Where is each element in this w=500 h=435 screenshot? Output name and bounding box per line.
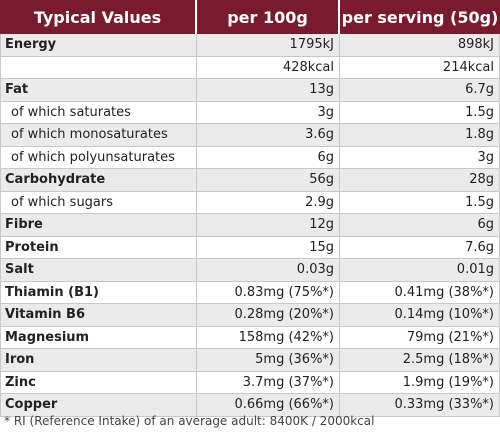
reference-intake-footnote: * RI (Reference Intake) of an average ad… <box>4 414 375 428</box>
table-header: Typical Values per 100g per serving (50g… <box>0 0 500 34</box>
row-per100: 15g <box>197 236 340 259</box>
row-serving: 1.5g <box>340 101 500 124</box>
row-serving: 28g <box>340 169 500 192</box>
row-label: Copper <box>0 394 197 417</box>
row-label: Vitamin B6 <box>0 304 197 327</box>
row-serving: 1.8g <box>340 124 500 147</box>
row-serving: 79mg (21%*) <box>340 326 500 349</box>
table-row: 428kcal 214kcal <box>0 56 500 79</box>
row-per100: 56g <box>197 169 340 192</box>
row-per100: 158mg (42%*) <box>197 326 340 349</box>
row-per100: 6g <box>197 146 340 169</box>
row-serving: 0.33mg (33%*) <box>340 394 500 417</box>
table-row: Carbohydrate 56g 28g <box>0 169 500 192</box>
row-per100: 1795kJ <box>197 34 340 57</box>
row-label: Carbohydrate <box>0 169 197 192</box>
table-row: Iron 5mg (36%*) 2.5mg (18%*) <box>0 349 500 372</box>
row-per100: 0.28mg (20%*) <box>197 304 340 327</box>
table-row: of which sugars 2.9g 1.5g <box>0 191 500 214</box>
row-serving: 7.6g <box>340 236 500 259</box>
row-label: Fat <box>0 79 197 102</box>
row-serving: 3g <box>340 146 500 169</box>
row-label: Iron <box>0 349 197 372</box>
row-serving: 214kcal <box>340 56 500 79</box>
row-serving: 2.5mg (18%*) <box>340 349 500 372</box>
row-label: Salt <box>0 259 197 282</box>
row-serving: 898kJ <box>340 34 500 57</box>
table-row: Protein 15g 7.6g <box>0 236 500 259</box>
table-row: Vitamin B6 0.28mg (20%*) 0.14mg (10%*) <box>0 304 500 327</box>
table-row: Energy 1795kJ 898kJ <box>0 34 500 57</box>
header-typical-values: Typical Values <box>0 0 197 34</box>
row-label: of which saturates <box>0 101 197 124</box>
table-row: of which saturates 3g 1.5g <box>0 101 500 124</box>
row-label: Energy <box>0 34 197 57</box>
row-serving: 6g <box>340 214 500 237</box>
table-row: Copper 0.66mg (66%*) 0.33mg (33%*) <box>0 394 500 417</box>
row-serving: 0.01g <box>340 259 500 282</box>
table-row: Magnesium 158mg (42%*) 79mg (21%*) <box>0 326 500 349</box>
row-per100: 3g <box>197 101 340 124</box>
row-label: Magnesium <box>0 326 197 349</box>
row-per100: 0.66mg (66%*) <box>197 394 340 417</box>
row-per100: 2.9g <box>197 191 340 214</box>
row-serving: 6.7g <box>340 79 500 102</box>
table-row: of which polyunsaturates 6g 3g <box>0 146 500 169</box>
row-label: of which sugars <box>0 191 197 214</box>
row-per100: 3.6g <box>197 124 340 147</box>
table-row: Thiamin (B1) 0.83mg (75%*) 0.41mg (38%*) <box>0 281 500 304</box>
header-per-serving: per serving (50g) <box>341 7 499 27</box>
table-row: Salt 0.03g 0.01g <box>0 259 500 282</box>
row-label: Thiamin (B1) <box>0 281 197 304</box>
row-serving: 0.41mg (38%*) <box>340 281 500 304</box>
row-serving: 0.14mg (10%*) <box>340 304 500 327</box>
row-per100: 12g <box>197 214 340 237</box>
row-label <box>0 56 197 79</box>
row-label: Zinc <box>0 371 197 394</box>
table-row: Fibre 12g 6g <box>0 214 500 237</box>
row-per100: 3.7mg (37%*) <box>197 371 340 394</box>
row-per100: 13g <box>197 79 340 102</box>
header-per-100g: per 100g <box>197 0 340 34</box>
table-row: of which monosaturates 3.6g 1.8g <box>0 124 500 147</box>
table-row: Zinc 3.7mg (37%*) 1.9mg (19%*) <box>0 371 500 394</box>
table-row: Fat 13g 6.7g <box>0 79 500 102</box>
row-label: of which polyunsaturates <box>0 146 197 169</box>
row-label: of which monosaturates <box>0 124 197 147</box>
row-per100: 5mg (36%*) <box>197 349 340 372</box>
row-label: Protein <box>0 236 197 259</box>
row-serving: 1.9mg (19%*) <box>340 371 500 394</box>
row-serving: 1.5g <box>340 191 500 214</box>
nutrition-table: Typical Values per 100g per serving (50g… <box>0 0 500 417</box>
row-label: Fibre <box>0 214 197 237</box>
row-per100: 428kcal <box>197 56 340 79</box>
row-per100: 0.03g <box>197 259 340 282</box>
row-per100: 0.83mg (75%*) <box>197 281 340 304</box>
